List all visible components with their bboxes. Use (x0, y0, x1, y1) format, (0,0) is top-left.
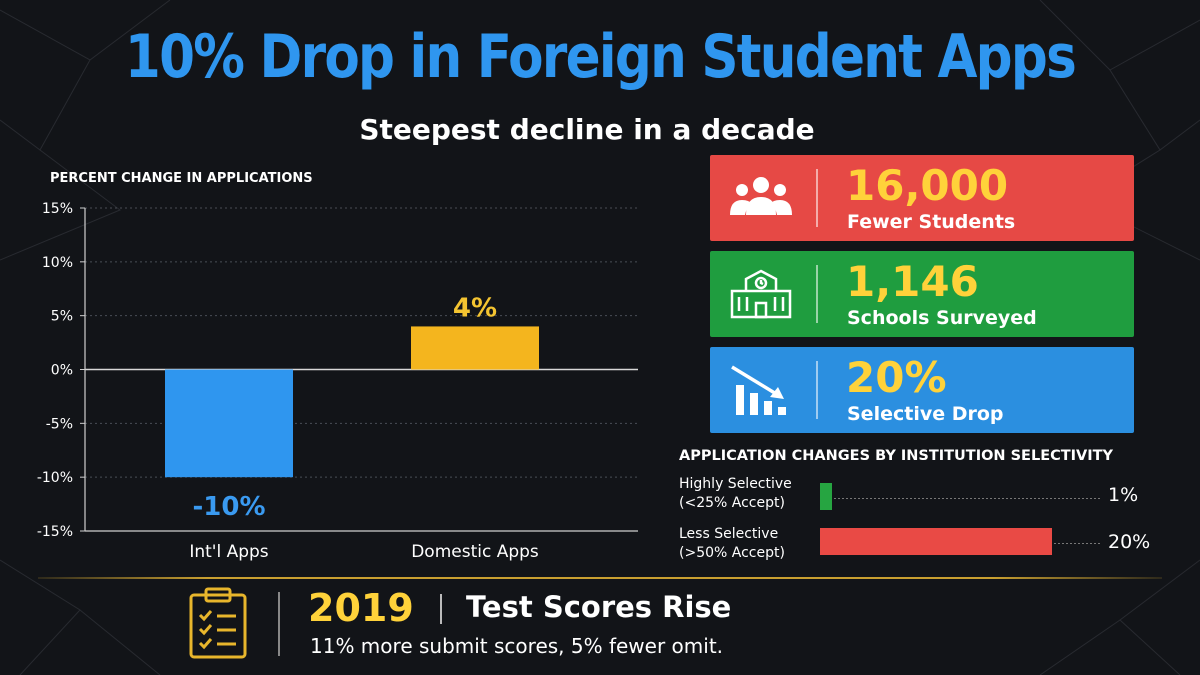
stat-value: 20% (846, 353, 947, 402)
stat-value: 16,000 (846, 161, 1009, 210)
clipboard-checklist-icon (186, 585, 250, 661)
y-tick-label: 10% (42, 255, 73, 271)
footer-divider (38, 577, 1162, 579)
stat-card-schools-surveyed: 1,146 Schools Surveyed (710, 251, 1134, 337)
stat-label: Fewer Students (847, 211, 1016, 233)
bar-value-label: -10% (192, 492, 265, 522)
declining-chart-icon (728, 363, 794, 417)
stat-divider (816, 169, 818, 227)
x-category-label: Domestic Apps (411, 542, 539, 562)
stat-label: Schools Surveyed (847, 307, 1037, 329)
y-tick-label: 15% (42, 201, 73, 217)
page-title: 10% Drop in Foreign Student Apps (124, 22, 1077, 92)
page-subtitle: Steepest decline in a decade (359, 113, 815, 146)
selectivity-value-highly: 1% (1108, 484, 1139, 506)
chart-title: PERCENT CHANGE IN APPLICATIONS (50, 171, 313, 186)
stat-divider (816, 361, 818, 419)
stat-card-fewer-students: 16,000 Fewer Students (710, 155, 1134, 241)
selectivity-label-line: (>50% Accept) (679, 545, 785, 561)
selectivity-label-line: Highly Selective (679, 476, 792, 492)
y-tick-label: 5% (51, 309, 73, 325)
stat-card-selective-drop: 20% Selective Drop (710, 347, 1134, 433)
selectivity-chart-title: APPLICATION CHANGES BY INSTITUTION SELEC… (679, 448, 1114, 464)
footer-description: 11% more submit scores, 5% fewer omit. (310, 634, 724, 658)
stat-label: Selective Drop (847, 403, 1004, 425)
footer-separator (440, 594, 442, 624)
bar (165, 369, 293, 478)
stat-divider (816, 265, 818, 323)
selectivity-label-line: (<25% Accept) (679, 495, 785, 511)
x-category-label: Int'l Apps (189, 542, 268, 562)
selectivity-label-line: Less Selective (679, 526, 779, 542)
y-tick-label: -15% (37, 524, 73, 540)
footer-headline: Test Scores Rise (466, 590, 732, 624)
school-building-icon (728, 267, 794, 321)
footer-year: 2019 (308, 586, 414, 630)
selectivity-label-less: Less Selective (>50% Accept) (679, 525, 819, 563)
percent-change-chart: 15% 10% 5% 0% -5% -10% -15% -10% Int'l Apps 4% Dom… (37, 201, 638, 562)
y-tick-label: -10% (37, 470, 73, 486)
stat-value: 1,146 (846, 257, 979, 306)
bar-value-label: 4% (453, 293, 497, 323)
footer-separator (278, 592, 280, 656)
y-tick-label: 0% (51, 363, 73, 379)
y-tick-label: -5% (46, 416, 73, 432)
people-icon (728, 171, 794, 225)
bar (411, 326, 539, 370)
selectivity-label-highly: Highly Selective (<25% Accept) (679, 475, 819, 513)
selectivity-value-less: 20% (1108, 531, 1151, 553)
